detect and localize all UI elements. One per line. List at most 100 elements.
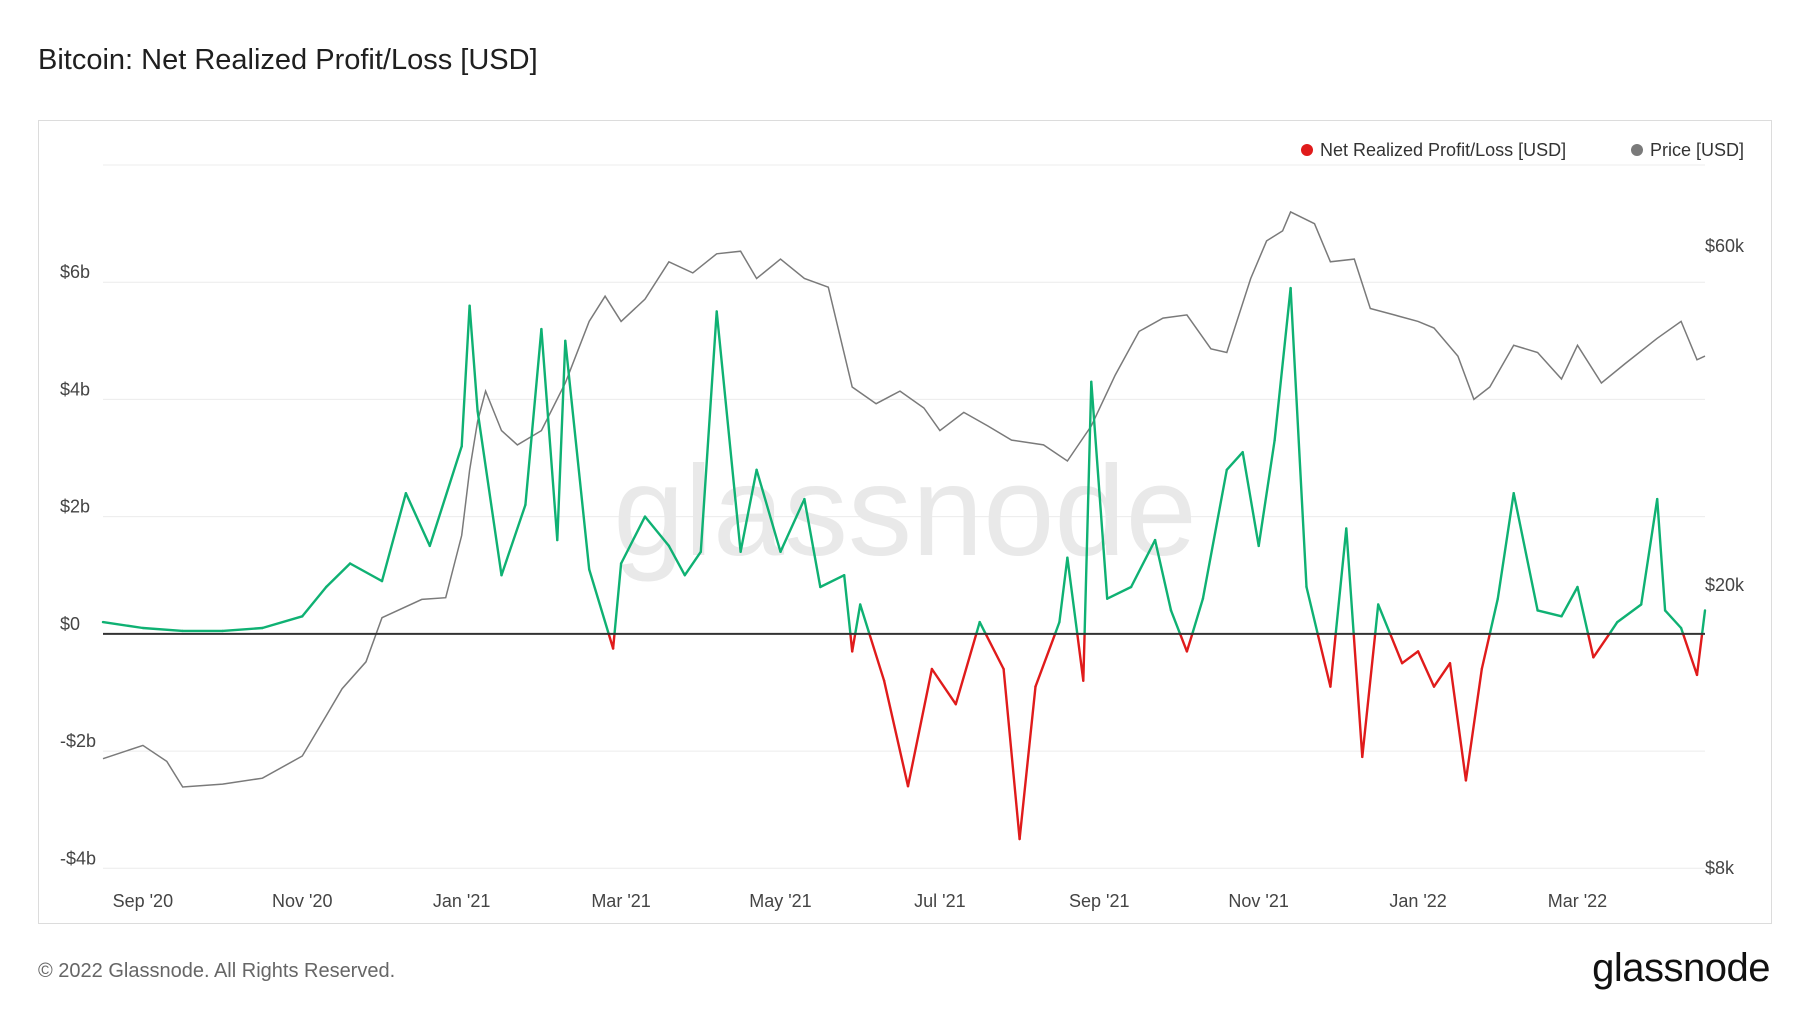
- pnl-series: [101, 286, 1707, 841]
- pnl-segment: [1464, 667, 1484, 782]
- pnl-segment: [1090, 380, 1109, 600]
- x-tick-label: Jan '22: [1389, 891, 1446, 911]
- pnl-segment: [404, 492, 431, 548]
- pnl-segment: [1488, 597, 1500, 636]
- pnl-segment: [1169, 609, 1182, 636]
- legend-price-label: Price [USD]: [1650, 140, 1744, 160]
- x-tick-label: May '21: [749, 891, 811, 911]
- pnl-segment: [699, 310, 718, 553]
- pnl-segment: [428, 445, 463, 548]
- pnl-segment: [1448, 662, 1468, 782]
- pnl-segment: [851, 632, 857, 653]
- pnl-segment: [683, 550, 702, 577]
- pnl-segment: [1191, 597, 1205, 636]
- pnl-segment: [975, 620, 981, 636]
- pnl-segment: [1400, 650, 1420, 665]
- pnl-segment: [1066, 556, 1079, 636]
- footer-copyright: © 2022 Glassnode. All Rights Reserved.: [38, 960, 396, 982]
- y-tick-label-left: $0: [60, 614, 80, 634]
- pnl-segment: [1700, 609, 1707, 636]
- pnl-segment: [588, 568, 610, 636]
- watermark: glassnode: [613, 440, 1197, 583]
- pnl-segment: [984, 632, 1005, 671]
- pnl-segment: [715, 310, 742, 553]
- y-tick-label-left: -$2b: [60, 731, 96, 751]
- pnl-segment: [803, 497, 822, 589]
- pnl-segment: [1034, 632, 1057, 688]
- pnl-segment: [1695, 632, 1704, 677]
- pnl-segment: [221, 626, 264, 633]
- x-tick-label: Nov '21: [1228, 891, 1288, 911]
- pnl-segment: [101, 620, 145, 630]
- x-axis: Sep '20 Nov '20 Jan '21 Mar '21 May '21 Jul '…: [113, 891, 1608, 911]
- pnl-segment: [1305, 585, 1319, 636]
- pnl-segment: [540, 327, 559, 542]
- pnl-segment: [1655, 497, 1667, 612]
- pnl-segment: [1241, 451, 1260, 548]
- pnl-segment: [1225, 451, 1244, 471]
- pnl-segment: [868, 632, 886, 682]
- pnl-segment: [460, 304, 471, 448]
- x-tick-label: Jul '21: [914, 891, 965, 911]
- y-tick-label-right: $8k: [1705, 858, 1735, 878]
- pnl-segment: [1496, 492, 1515, 600]
- pnl-segment: [1586, 632, 1595, 659]
- x-tick-label: Nov '20: [272, 891, 332, 911]
- pnl-segment: [564, 339, 591, 571]
- pnl-segment: [1334, 527, 1348, 636]
- pnl-segment: [1153, 538, 1173, 612]
- pnl-segment: [1352, 632, 1364, 759]
- pnl-segment: [348, 562, 384, 583]
- pnl-segment: [1416, 650, 1436, 688]
- pnl-segment: [1053, 620, 1061, 636]
- pnl-segment: [1663, 609, 1683, 630]
- pnl-segment: [468, 304, 479, 413]
- pnl-segment: [1361, 632, 1377, 759]
- pnl-segment: [1576, 585, 1590, 636]
- pnl-segment: [1560, 585, 1579, 618]
- pnl-segment: [1058, 556, 1069, 624]
- pnl-segment: [524, 327, 543, 507]
- pnl-segment: [1592, 632, 1611, 659]
- legend: Net Realized Profit/Loss [USD] Price [US…: [1301, 140, 1744, 160]
- grid-lines: [103, 164, 1705, 869]
- pnl-segment: [556, 339, 567, 542]
- pnl-segment: [843, 574, 852, 636]
- y-tick-label-left: $2b: [60, 497, 90, 517]
- pnl-segment: [954, 632, 978, 706]
- y-tick-label-left: $6b: [60, 262, 90, 282]
- pnl-segment: [1345, 527, 1355, 636]
- pnl-segment: [1257, 439, 1276, 548]
- y-axis-right: $60k $20k $8k: [1705, 236, 1745, 878]
- pnl-segment: [1178, 632, 1189, 653]
- pnl-segment: [500, 503, 527, 577]
- pnl-segment: [1129, 538, 1157, 589]
- pnl-segment: [1329, 632, 1337, 688]
- pnl-segment: [1639, 497, 1659, 606]
- pnl-segment: [1316, 632, 1332, 688]
- pnl-segment: [854, 603, 862, 636]
- x-tick-label: Sep '20: [113, 891, 174, 911]
- pnl-segment: [1076, 632, 1085, 682]
- legend-pnl-label: Net Realized Profit/Loss [USD]: [1320, 140, 1566, 160]
- x-tick-label: Mar '22: [1548, 891, 1607, 911]
- pnl-segment: [1289, 286, 1308, 589]
- pnl-segment: [1083, 380, 1093, 636]
- pnl-segment: [1388, 632, 1404, 665]
- pnl-segment: [1082, 632, 1086, 682]
- pnl-segment: [667, 544, 686, 577]
- pnl-segment: [1373, 603, 1380, 636]
- pnl-segment: [1616, 603, 1643, 624]
- pnl-segment: [906, 667, 934, 788]
- pnl-segment: [380, 492, 408, 583]
- pnl-segment: [141, 626, 184, 633]
- pnl-segment: [261, 615, 304, 630]
- pnl-segment: [1018, 685, 1037, 841]
- y-tick-label-left: $4b: [60, 379, 90, 399]
- pnl-segment: [1201, 468, 1229, 600]
- pnl-segment: [476, 409, 503, 577]
- pnl-segment: [859, 603, 871, 636]
- pnl-segment: [779, 497, 806, 553]
- pnl-segment: [739, 468, 758, 553]
